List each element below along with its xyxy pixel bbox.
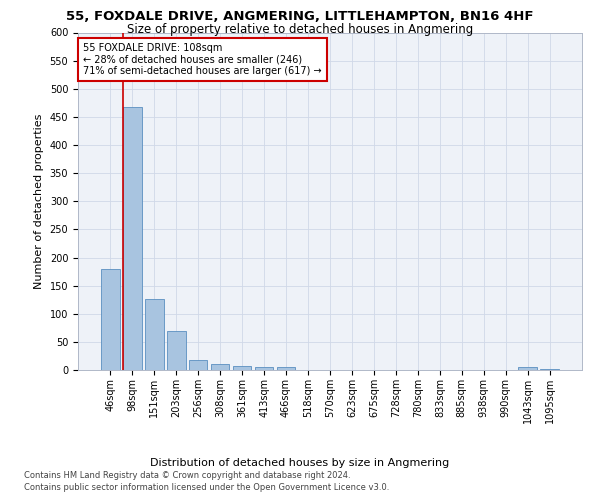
Bar bbox=[189, 360, 208, 370]
Bar bbox=[123, 107, 142, 370]
Bar bbox=[518, 367, 537, 370]
Bar bbox=[277, 367, 295, 370]
Bar bbox=[101, 269, 119, 370]
Bar bbox=[145, 298, 164, 370]
Text: Distribution of detached houses by size in Angmering: Distribution of detached houses by size … bbox=[151, 458, 449, 468]
Text: Contains public sector information licensed under the Open Government Licence v3: Contains public sector information licen… bbox=[24, 484, 389, 492]
Text: Contains HM Land Registry data © Crown copyright and database right 2024.: Contains HM Land Registry data © Crown c… bbox=[24, 471, 350, 480]
Text: Size of property relative to detached houses in Angmering: Size of property relative to detached ho… bbox=[127, 22, 473, 36]
Bar bbox=[255, 367, 274, 370]
Bar bbox=[211, 364, 229, 370]
Y-axis label: Number of detached properties: Number of detached properties bbox=[34, 114, 44, 289]
Bar bbox=[167, 330, 185, 370]
Bar bbox=[233, 366, 251, 370]
Text: 55 FOXDALE DRIVE: 108sqm
← 28% of detached houses are smaller (246)
71% of semi-: 55 FOXDALE DRIVE: 108sqm ← 28% of detach… bbox=[83, 42, 322, 76]
Text: 55, FOXDALE DRIVE, ANGMERING, LITTLEHAMPTON, BN16 4HF: 55, FOXDALE DRIVE, ANGMERING, LITTLEHAMP… bbox=[66, 10, 534, 23]
Bar bbox=[541, 369, 559, 370]
